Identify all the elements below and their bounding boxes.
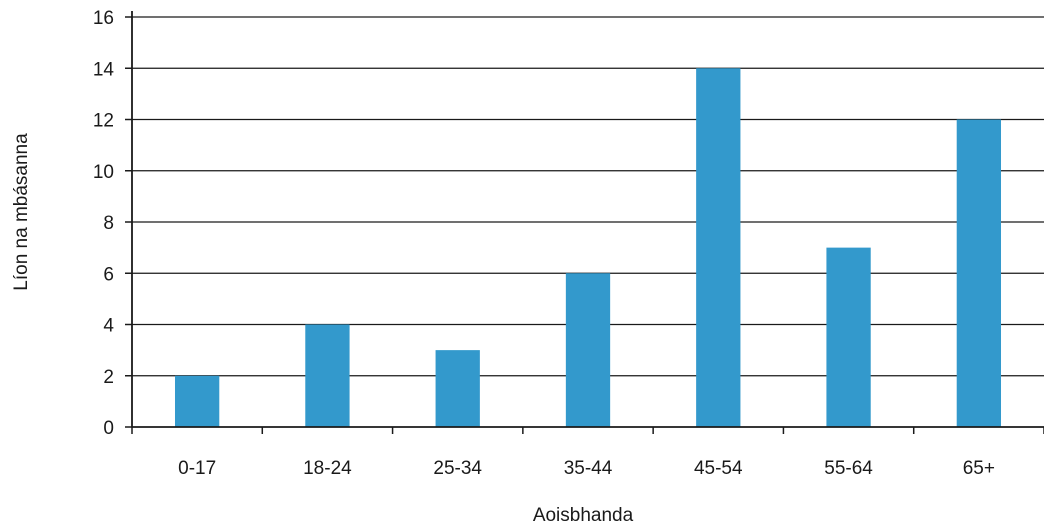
axes bbox=[125, 11, 1044, 434]
y-tick-label: 14 bbox=[93, 59, 115, 80]
x-tick-label: 65+ bbox=[963, 458, 995, 479]
x-tick-label: 35-44 bbox=[564, 458, 613, 479]
y-tick-label: 4 bbox=[103, 316, 114, 337]
x-axis-title: Aoisbhanda bbox=[533, 505, 634, 526]
y-tick-labels: 0 2 4 6 8 10 12 14 16 bbox=[93, 8, 115, 439]
bar-18-24 bbox=[305, 324, 350, 427]
x-tick-label: 55-64 bbox=[824, 458, 873, 479]
x-tick-label: 18-24 bbox=[303, 458, 352, 479]
x-tick-label: 25-34 bbox=[433, 458, 482, 479]
y-tick-label: 6 bbox=[103, 264, 114, 285]
y-tick-label: 12 bbox=[93, 111, 114, 132]
bar-0-17 bbox=[174, 375, 220, 427]
bar-25-34 bbox=[435, 350, 480, 427]
bars bbox=[174, 68, 1002, 427]
x-tick-labels: 0-17 18-24 25-34 35-44 45-54 55-64 65+ bbox=[178, 458, 995, 479]
bar-65+ bbox=[956, 119, 1002, 427]
y-tick-label: 2 bbox=[103, 367, 114, 388]
bar-45-54 bbox=[696, 68, 741, 427]
y-tick-label: 8 bbox=[103, 213, 114, 234]
y-axis-title: Líon na mbásanna bbox=[11, 133, 32, 291]
bar-35-44 bbox=[565, 273, 611, 427]
y-tick-label: 0 bbox=[103, 418, 114, 439]
y-tick-label: 10 bbox=[93, 162, 114, 183]
bar-55-64 bbox=[826, 247, 871, 427]
y-tick-label: 16 bbox=[93, 8, 114, 29]
x-tick-label: 45-54 bbox=[694, 458, 743, 479]
x-tick-label: 0-17 bbox=[178, 458, 216, 479]
